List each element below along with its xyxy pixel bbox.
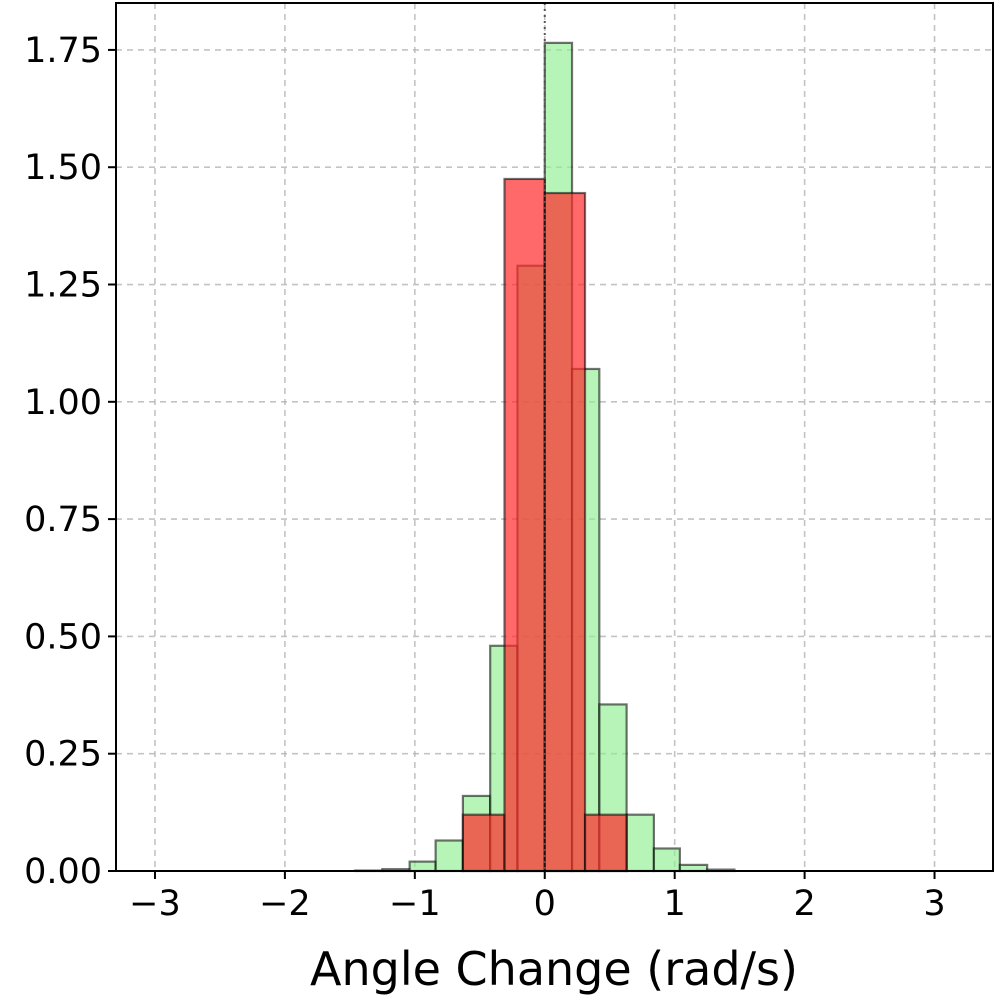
histogram-bar-series-2: [503, 177, 546, 873]
x-tick-label: 0: [534, 884, 556, 924]
histogram-bar-series-2: [583, 813, 628, 873]
y-tick-label: 0.00: [24, 852, 102, 892]
bars-layer: [353, 41, 736, 873]
y-tick-label: 1.75: [24, 31, 102, 71]
histogram-bar-series-1: [434, 839, 465, 873]
y-tick-label: 1.00: [24, 383, 102, 423]
ticks-layer: −3 −2 −1 0 1 2 3 0.00 0.25 0.50 0.75 1.00 1.25 1.50 1.…: [24, 31, 946, 924]
x-tick-label: 1: [664, 884, 686, 924]
plot-frame: [115, 2, 994, 872]
histogram-bar-series-1: [408, 860, 437, 873]
histogram-bar-series-1: [625, 813, 655, 873]
y-tick-label: 0.25: [24, 735, 102, 775]
x-tick-label: 3: [923, 884, 945, 924]
y-tick-label: 1.25: [24, 266, 102, 306]
histogram-bar-series-2: [543, 191, 587, 873]
x-tick-label: −2: [259, 884, 311, 924]
x-tick-label: −3: [129, 884, 181, 924]
histogram-bar-series-2: [461, 813, 506, 873]
x-axis-title: Angle Change (rad/s): [310, 942, 798, 996]
x-tick-label: −1: [389, 884, 441, 924]
x-tick-label: 2: [793, 884, 815, 924]
y-tick-label: 0.75: [24, 500, 102, 540]
y-tick-label: 0.50: [24, 617, 102, 657]
y-tick-label: 1.50: [24, 148, 102, 188]
histogram-bar-series-1: [652, 847, 681, 873]
